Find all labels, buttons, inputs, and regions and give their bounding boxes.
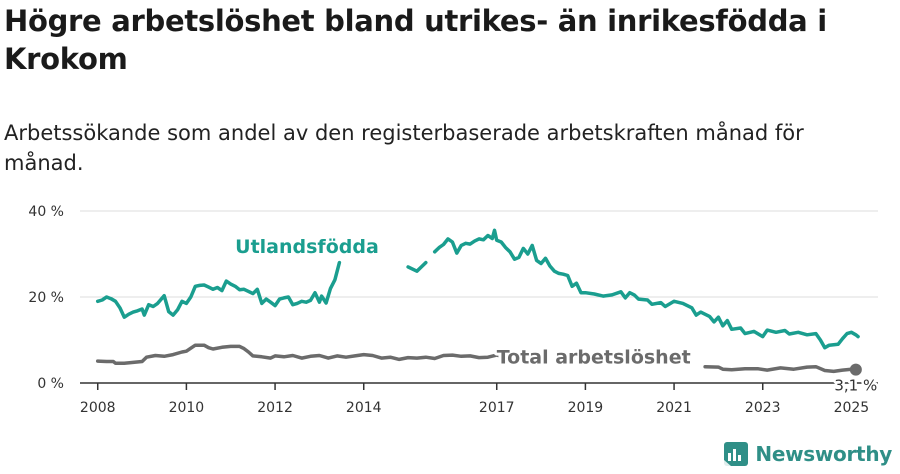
series-label-total: Total arbetslöshet xyxy=(497,347,691,369)
series-label-halo: Utlandsfödda xyxy=(235,236,379,258)
x-tick-label: 2025 xyxy=(834,400,870,416)
x-tick-label: 2008 xyxy=(80,400,116,416)
end-value-label: 3,1 % xyxy=(834,377,877,395)
x-tick-label: 2012 xyxy=(257,400,293,416)
x-tick-label: 2014 xyxy=(346,400,382,416)
series-line-foreign-2 xyxy=(432,228,860,350)
x-tick-label: 2021 xyxy=(656,400,692,416)
chart-title: Högre arbetslöshet bland utrikes- än inr… xyxy=(4,4,827,76)
grid-layer xyxy=(80,210,878,298)
series-line-total-1 xyxy=(703,364,858,374)
y-tick-label: 20 % xyxy=(28,290,64,306)
chart-subtitle: Arbetssökande som andel av den registerb… xyxy=(4,121,804,175)
series-layer xyxy=(95,228,860,374)
end-marker-total xyxy=(849,363,862,376)
series-label-foreign: Utlandsfödda xyxy=(235,236,379,258)
end-label-halo: 3,1 % xyxy=(834,377,877,395)
series-line-foreign-0 xyxy=(95,260,342,319)
x-tick-label: 2019 xyxy=(568,400,604,416)
x-tick-label: 2023 xyxy=(745,400,781,416)
axis-layer: 0 % 20 % 40 % 2008 2010 2012 2014 2017 2019 2021 2… xyxy=(28,204,878,416)
series-line-total-0 xyxy=(95,343,506,365)
y-tick-label: 40 % xyxy=(28,204,64,220)
y-tick-label: 0 % xyxy=(37,376,64,392)
newsworthy-logo-icon xyxy=(724,442,749,466)
x-tick-label: 2017 xyxy=(479,400,515,416)
brand-name: Newsworthy xyxy=(755,442,892,466)
brand-logo: Newsworthy xyxy=(723,441,892,467)
series-line-foreign-1 xyxy=(406,260,428,273)
x-tick-label: 2010 xyxy=(169,400,205,416)
series-label-halo: Total arbetslöshet xyxy=(497,347,691,369)
